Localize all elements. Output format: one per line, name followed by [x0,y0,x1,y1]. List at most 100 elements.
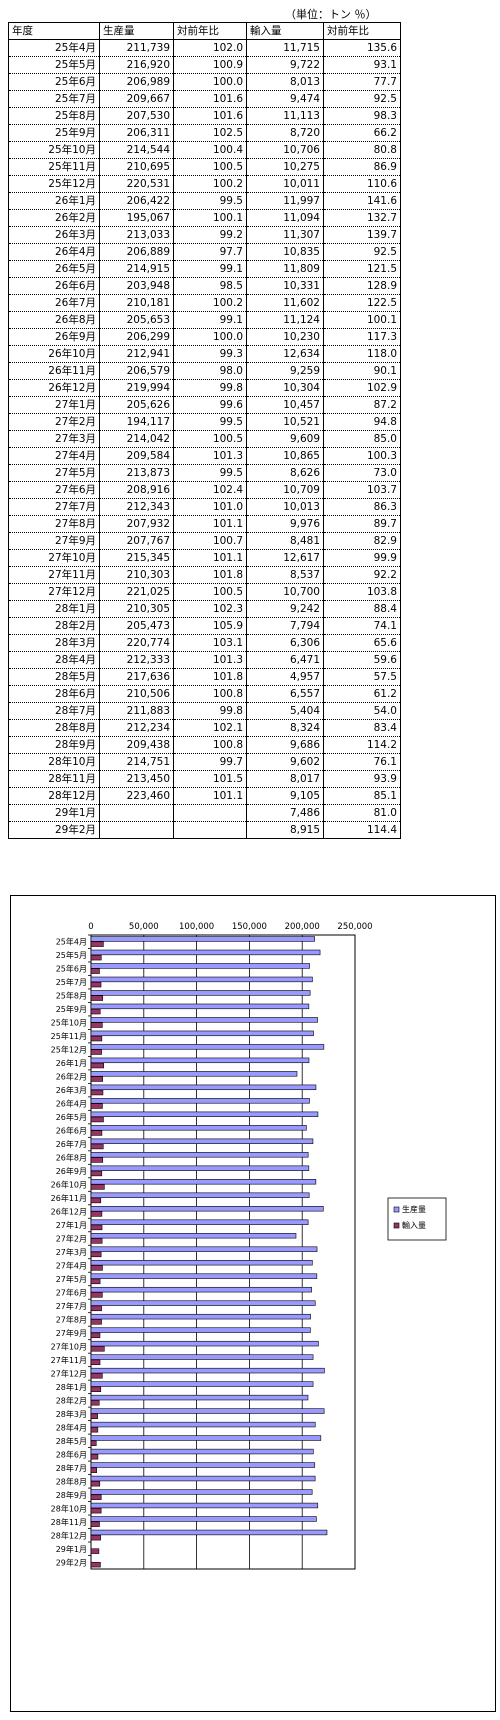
bar-import [90,1049,102,1055]
table-cell: 87.2 [323,396,401,414]
table-cell: 103.8 [323,583,401,601]
table-cell: 117.3 [323,328,401,346]
table-cell: 205,626 [99,396,174,414]
table-row: 28年1月 210,305 102.3 9,242 88.4 [8,600,401,618]
bar-import [90,981,102,988]
y-tick-label: 27年2月 [56,1234,87,1244]
table-cell: 210,506 [99,685,174,703]
table-cell: 9,602 [246,753,324,771]
table-cell: 25年12月 [8,175,100,193]
bar-production [90,1111,319,1118]
table-cell: 26年6月 [8,277,100,295]
table-cell: 28年12月 [8,787,100,805]
table-cell: 11,124 [246,311,324,329]
bar-production [90,1165,310,1171]
y-tick-label: 27年11月 [51,1355,87,1365]
table-cell: 25年9月 [8,124,100,142]
table-cell: 135.6 [323,39,401,57]
table-cell: 90.1 [323,362,401,380]
table-row: 26年10月 212,941 99.3 12,634 118.0 [8,345,401,363]
y-tick-label: 25年6月 [56,964,87,974]
table-cell: 213,450 [99,770,174,788]
y-tick-label: 27年5月 [56,1274,87,1284]
table-row: 28年8月 212,234 102.1 8,324 83.4 [8,719,401,737]
table-cell: 100.8 [173,685,247,703]
table-cell: 217,636 [99,668,174,686]
table-cell: 213,873 [99,464,174,482]
table-cell: 25年5月 [8,56,100,74]
table-cell: 4,957 [246,668,324,686]
table-cell: 88.4 [323,600,401,618]
chart-area: 鶏卵の生産量･輸入量050,000100,000150,000200,00025… [10,895,496,1712]
table-cell: 221,025 [99,583,174,601]
table-cell: 208,916 [99,481,174,499]
table-cell: 105.9 [173,617,247,635]
y-tick-label: 25年12月 [51,1045,87,1055]
table-cell: 11,602 [246,294,324,312]
legend-swatch [393,1206,400,1213]
table-row: 28年5月 217,636 101.8 4,957 57.5 [8,668,401,686]
table-cell: 207,530 [99,107,174,125]
table-cell: 100.7 [173,532,247,550]
column-header: 輸入量 [246,22,324,40]
table-cell: 101.6 [173,90,247,108]
bar-import [90,1022,103,1028]
table-cell: 66.2 [323,124,401,142]
bar-import [90,1197,102,1204]
table-cell: 25年8月 [8,107,100,125]
table-cell: 212,234 [99,719,174,737]
y-tick-label: 25年7月 [56,977,87,987]
y-tick-label: 26年9月 [56,1166,87,1176]
table-cell: 214,042 [99,430,174,448]
table-cell: 216,920 [99,56,174,74]
table-row: 26年5月 214,915 99.1 11,809 121.5 [8,260,401,278]
table-cell: 99.7 [173,753,247,771]
bar-production [90,1354,314,1360]
table-cell: 100.4 [173,141,247,159]
table-cell: 26年11月 [8,362,100,380]
table-cell: 29年1月 [8,804,100,822]
table-cell: 93.9 [323,770,401,788]
table-cell: 28年7月 [8,702,100,720]
table-cell: 27年10月 [8,549,100,567]
bar-production [90,1125,307,1131]
table-row: 26年11月 206,579 98.0 9,259 90.1 [8,362,401,380]
bar-production [90,1219,309,1225]
table-cell: 103.1 [173,634,247,652]
y-tick-label: 27年1月 [56,1220,87,1230]
table-cell: 28年4月 [8,651,100,669]
table-cell: 8,017 [246,770,324,788]
table-row: 27年2月 194,117 99.5 10,521 94.8 [8,413,401,431]
table-row: 25年11月 210,695 100.5 10,275 86.9 [8,158,401,176]
table-cell: 26年8月 [8,311,100,329]
x-tick-label: 50,000 [129,922,159,932]
table-cell: 9,259 [246,362,324,380]
bar-import [90,1292,103,1298]
table-cell: 100.0 [173,73,247,91]
x-tick-label: 150,000 [232,922,267,932]
bar-import [90,1440,97,1446]
bar-chart: 鶏卵の生産量･輸入量050,000100,000150,000200,00025… [51,922,447,1570]
table-cell: 83.4 [323,719,401,737]
table-cell: 11,997 [246,192,324,210]
y-tick-label: 27年8月 [56,1314,87,1324]
table-cell: 101.8 [173,566,247,584]
table-cell: 128.9 [323,277,401,295]
table-cell: 102.0 [173,39,247,57]
table-cell: 54.0 [323,702,401,720]
table-row: 29年2月 8,915 114.4 [8,821,401,839]
table-cell: 100.1 [173,209,247,227]
table-cell: 28年9月 [8,736,100,754]
table-cell: 99.1 [173,311,247,329]
y-tick-label: 26年4月 [56,1099,87,1109]
y-tick-label: 26年3月 [56,1085,87,1095]
table-row: 28年10月 214,751 99.7 9,602 76.1 [8,753,401,771]
table-cell: 26年7月 [8,294,100,312]
table-cell: 26年1月 [8,192,100,210]
table-cell: 8,481 [246,532,324,550]
table-row: 27年5月 213,873 99.5 8,626 73.0 [8,464,401,482]
table-cell: 210,305 [99,600,174,618]
y-tick-label: 26年11月 [51,1193,87,1203]
table-cell: 8,324 [246,719,324,737]
table-cell: 12,634 [246,345,324,363]
